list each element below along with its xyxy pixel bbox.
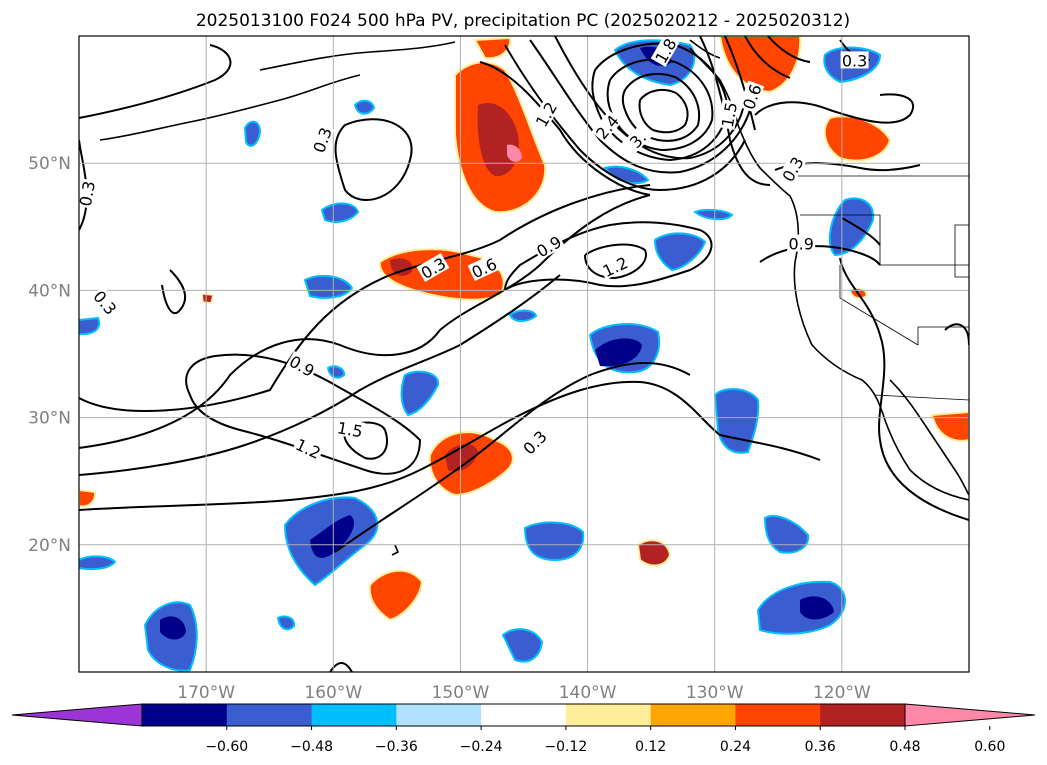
latitude-tick-labels: 20°N 30°N 40°N 50°N	[28, 154, 71, 556]
lon-tick-label: 170°W	[177, 683, 235, 703]
contour-label: 3.	[621, 123, 654, 156]
colorbar-swatch	[650, 704, 736, 726]
colorbar-frame	[141, 703, 906, 727]
lat-tick-label: 30°N	[28, 409, 71, 429]
contour-label-text: 0.3	[842, 51, 867, 70]
colorbar-swatch	[735, 704, 821, 726]
colorbar-swatch	[481, 704, 567, 726]
colorbar-tick-label: −0.48	[290, 739, 333, 755]
graticule	[79, 36, 969, 672]
lat-tick-label: 50°N	[28, 154, 71, 174]
contour-label: 0.9	[787, 234, 816, 254]
figure-title: 2025013100 F024 500 hPa PV, precipitatio…	[196, 11, 850, 31]
colorbar-tick-label: −0.24	[460, 739, 503, 755]
lon-tick-label: 120°W	[813, 683, 871, 703]
colorbar-swatch	[226, 704, 313, 726]
colorbar-swatch	[142, 704, 228, 726]
colorbar-swatch	[311, 704, 397, 726]
contour-label-text: 1.5	[718, 101, 741, 129]
colorbar: −0.60 −0.48 −0.36 −0.24 −0.12 0.12 0.24 0.36 0.4…	[11, 703, 1036, 755]
contour-label: 0.3	[76, 178, 99, 209]
colorbar-tick-label: 0.12	[635, 739, 666, 755]
state-borders	[780, 175, 969, 401]
map-frame	[78, 35, 970, 673]
contour-label: 0.3	[308, 123, 336, 156]
colorbar-min-extension	[11, 703, 143, 727]
colorbar-tick-label: 0.36	[805, 739, 836, 755]
longitude-tick-labels: 170°W 160°W 150°W 140°W 130°W 120°W	[177, 683, 871, 703]
colorbar-max-extension	[904, 703, 1036, 727]
colorbar-swatch	[820, 704, 906, 726]
colorbar-tick-label: −0.12	[544, 739, 587, 755]
contour-label-text: 0.9	[788, 235, 813, 254]
precip-negative-shading	[79, 39, 882, 672]
lon-tick-label: 150°W	[432, 683, 490, 703]
contour-label: 1.5	[717, 99, 741, 130]
colorbar-tick-label: 0.24	[720, 739, 751, 755]
contour-label-text: 1.5	[336, 418, 364, 441]
colorbar-tick-label: 0.60	[974, 739, 1005, 755]
lon-tick-label: 130°W	[686, 683, 744, 703]
lon-tick-label: 140°W	[559, 683, 617, 703]
lat-tick-label: 20°N	[28, 536, 71, 556]
contour-label: 1.5	[334, 418, 366, 441]
colorbar-swatch	[565, 704, 652, 726]
map-panel: 0.30.30.30.3 0.60.91.21.2 2.4 3.0.61.50.30.…	[28, 35, 970, 703]
lon-tick-label: 160°W	[304, 683, 362, 703]
contour-labels: 0.30.30.30.3 0.60.91.21.2 2.4 3.0.61.50.30.…	[76, 36, 869, 463]
contour-label: 0.9	[285, 351, 319, 381]
colorbar-tick-label: −0.60	[205, 739, 248, 755]
contour-label-text: 0.3	[76, 179, 99, 207]
lat-tick-label: 40°N	[28, 281, 71, 301]
colorbar-tick-label: 0.48	[889, 739, 920, 755]
colorbar-tick-label: −0.36	[375, 739, 418, 755]
colorbar-swatch	[396, 704, 482, 726]
contour-label: 0.3	[840, 51, 869, 70]
